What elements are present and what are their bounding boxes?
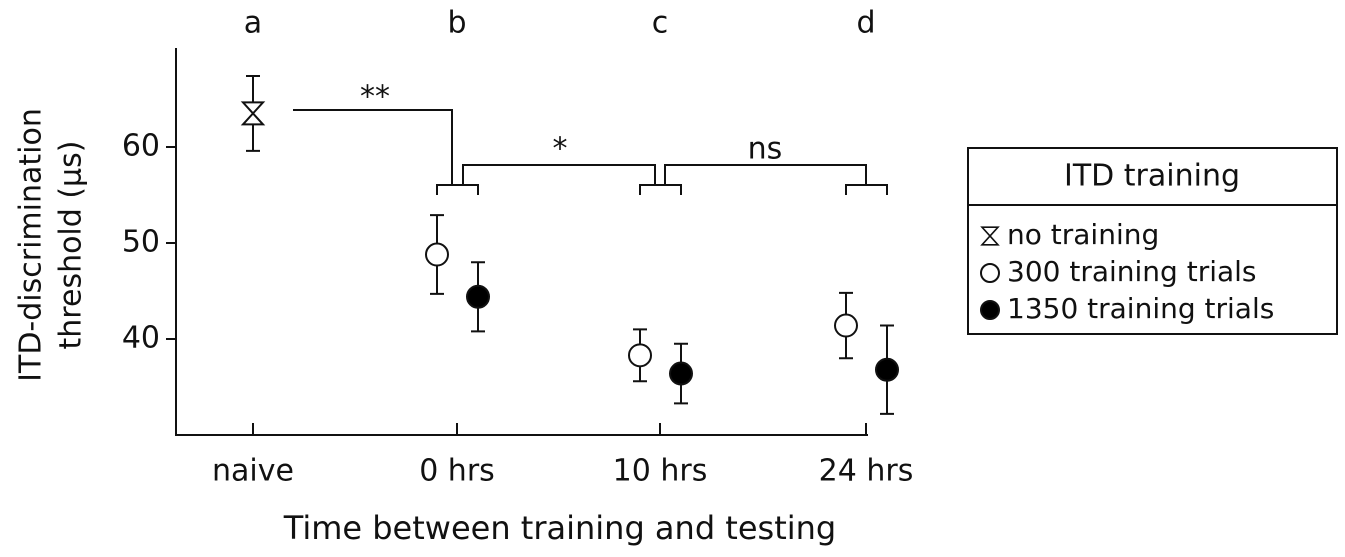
x-tick-label: 24 hrs — [819, 454, 914, 489]
group-bracket — [436, 184, 479, 195]
x-tick-label: 10 hrs — [613, 454, 708, 489]
marker — [425, 242, 449, 267]
marker — [834, 313, 858, 338]
sig-bracket — [293, 109, 453, 185]
y-tick-label: 60 — [122, 129, 160, 164]
marker — [466, 284, 490, 309]
legend-label: 1350 training trials — [1007, 292, 1274, 325]
significance-label: ns — [748, 132, 783, 167]
y-axis-label: ITD-discrimination — [14, 108, 49, 382]
category-letter: b — [447, 6, 466, 41]
legend-label: no training — [1007, 218, 1159, 251]
x-tick-label: naive — [212, 454, 294, 489]
x-tick-label: 0 hrs — [419, 454, 495, 489]
legend-marker — [980, 263, 1000, 283]
category-letter: a — [244, 6, 262, 41]
significance-label: ** — [360, 80, 390, 115]
sig-bracket — [462, 164, 656, 185]
category-letter: d — [856, 6, 875, 41]
group-bracket — [639, 184, 682, 195]
axis — [175, 48, 868, 436]
marker — [628, 343, 652, 368]
legend-marker — [980, 300, 1000, 320]
y-tick-label: 40 — [122, 321, 160, 356]
x-axis-label: Time between training and testing — [283, 509, 836, 547]
marker — [240, 101, 266, 126]
y-tick-label: 50 — [122, 225, 160, 260]
significance-label: * — [553, 132, 568, 167]
y-axis-label: threshold (μs) — [54, 141, 89, 350]
legend-box — [967, 147, 1338, 335]
marker — [875, 357, 899, 382]
category-letter: c — [652, 6, 669, 41]
legend-marker — [980, 226, 1000, 246]
sig-bracket — [664, 164, 867, 185]
group-bracket — [845, 184, 888, 195]
legend-label: 300 training trials — [1007, 255, 1257, 288]
marker — [669, 361, 693, 386]
legend-title: ITD training — [1064, 159, 1240, 194]
